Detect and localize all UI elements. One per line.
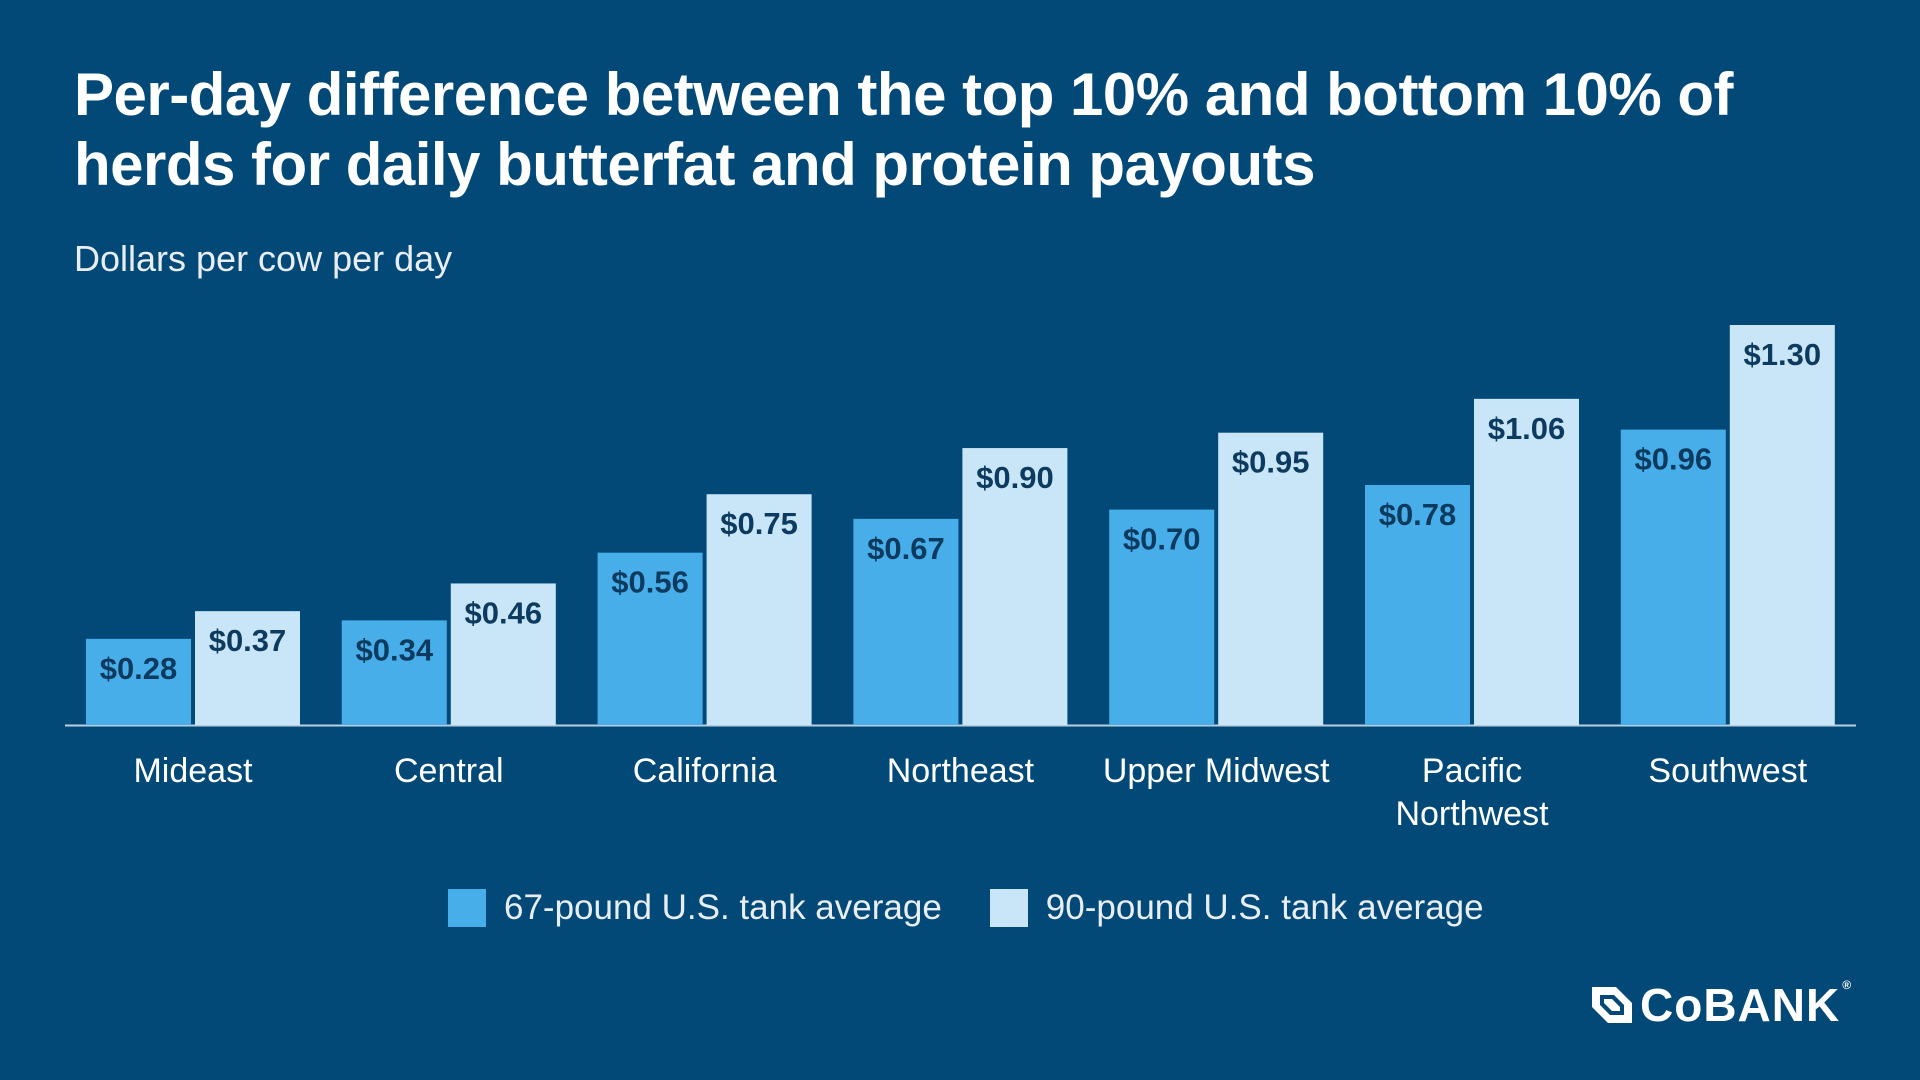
bar-67-pacific-northwest	[1365, 485, 1470, 725]
legend: 67-pound U.S. tank average 90-pound U.S.…	[448, 888, 1532, 928]
bar-67-upper-midwest	[1109, 509, 1215, 725]
data-label: $1.30	[1744, 337, 1822, 372]
data-label: $1.06	[1488, 411, 1566, 446]
category-label: Central	[394, 752, 504, 790]
data-label: $0.75	[720, 506, 798, 541]
data-label: $0.67	[867, 531, 945, 566]
cobank-logo-icon	[1592, 987, 1632, 1023]
bar-90-california	[706, 494, 812, 725]
data-label: $0.56	[611, 565, 689, 600]
legend-swatch-67	[448, 889, 486, 927]
page-title: Per-day difference between the top 10% a…	[74, 61, 1733, 198]
category-label: California	[633, 752, 777, 790]
data-label: $0.96	[1635, 442, 1713, 477]
bar-67-southwest	[1620, 429, 1726, 725]
data-label: $0.95	[1232, 445, 1310, 480]
bar-67-mideast	[86, 638, 191, 725]
bar-67-california	[597, 552, 703, 725]
category-label: Northeast	[887, 752, 1035, 790]
category-label: Mideast	[133, 752, 253, 790]
category-label: Southwest	[1648, 752, 1807, 790]
bar-90-mideast	[195, 611, 300, 725]
category-label: Upper Midwest	[1103, 752, 1330, 790]
bar-90-northeast	[962, 448, 1068, 725]
legend-label-90: 90-pound U.S. tank average	[1045, 888, 1484, 927]
bar-67-northeast	[853, 518, 959, 725]
data-label: $0.34	[356, 632, 434, 667]
data-label: $0.37	[209, 623, 287, 658]
data-label: $0.46	[465, 595, 543, 630]
data-label: $0.78	[1379, 497, 1457, 532]
legend-item-67: 67-pound U.S. tank average	[448, 888, 942, 928]
data-label: $0.28	[100, 651, 178, 686]
legend-swatch-90	[989, 889, 1028, 927]
cobank-logo: CoBANK ®	[1590, 978, 1852, 1032]
bar-67-central	[341, 620, 447, 725]
bar-90-pacific-northwest	[1474, 398, 1579, 725]
chart-subtitle: Dollars per cow per day	[74, 238, 453, 279]
category-label: Pacific Northwest	[1395, 752, 1549, 833]
legend-item-90: 90-pound U.S. tank average	[989, 888, 1484, 928]
data-label: $0.70	[1123, 522, 1201, 557]
data-label: $0.90	[976, 460, 1054, 495]
registered-mark: ®	[1842, 978, 1853, 992]
bar-90-upper-midwest	[1218, 432, 1324, 725]
logo-wordmark: CoBANK ®	[1640, 978, 1853, 1031]
bar-90-central	[450, 583, 556, 725]
legend-label-67: 67-pound U.S. tank average	[504, 888, 942, 927]
bar-90-southwest	[1729, 325, 1835, 725]
